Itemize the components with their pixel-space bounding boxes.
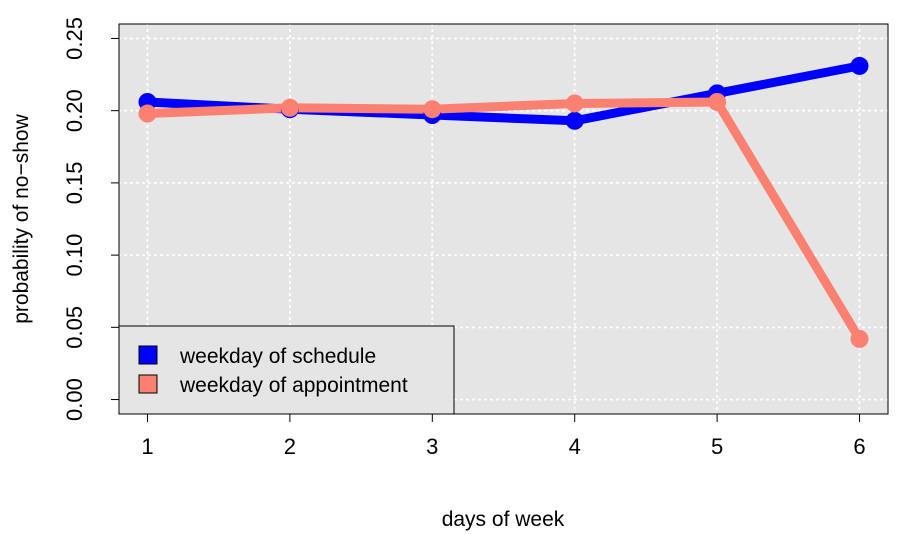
data-point-weekday-of-appointment-1: [138, 104, 157, 123]
x-axis: 1 2 3 4 5 6: [141, 414, 866, 459]
legend-label-weekday-of-appointment: weekday of appointment: [179, 374, 408, 397]
x-tick-label-6: 6: [853, 434, 865, 459]
legend-swatch-weekday-of-schedule: [138, 345, 158, 365]
x-axis-title: days of week: [442, 508, 565, 531]
x-tick-label-3: 3: [426, 434, 438, 459]
legend-swatch-weekday-of-appointment: [138, 374, 158, 394]
data-point-weekday-of-schedule-4: [565, 111, 584, 130]
series-points: [138, 56, 869, 348]
data-point-weekday-of-appointment-5: [708, 93, 727, 111]
data-point-weekday-of-appointment-4: [565, 94, 584, 113]
data-point-weekday-of-appointment-3: [423, 100, 442, 119]
data-point-weekday-of-appointment-6: [850, 329, 869, 348]
data-point-weekday-of-schedule-6: [850, 56, 869, 75]
legend: weekday of schedule weekday of appointme…: [118, 325, 455, 415]
data-point-weekday-of-appointment-2: [280, 98, 299, 117]
y-tick-label-4: 0.20: [62, 89, 87, 132]
y-tick-label-1: 0.05: [62, 306, 87, 349]
y-tick-label-0: 0.00: [62, 378, 87, 421]
series-lines: [142, 61, 865, 344]
y-tick-label-3: 0.15: [62, 161, 87, 204]
y-tick-label-5: 0.25: [62, 17, 87, 60]
y-axis: 0.00 0.05 0.10 0.15 0.20 0.25: [62, 17, 119, 421]
x-tick-label-1: 1: [141, 434, 153, 459]
legend-box: [118, 325, 455, 415]
series-line-weekday-of-appointment: [142, 97, 865, 344]
x-tick-label-5: 5: [711, 434, 723, 459]
x-tick-label-4: 4: [569, 434, 581, 459]
y-tick-label-2: 0.10: [62, 234, 87, 277]
y-axis-title: probability of no−show: [10, 113, 33, 323]
legend-label-weekday-of-schedule: weekday of schedule: [179, 345, 376, 368]
x-tick-label-2: 2: [284, 434, 296, 459]
plot-frame: [118, 23, 889, 415]
